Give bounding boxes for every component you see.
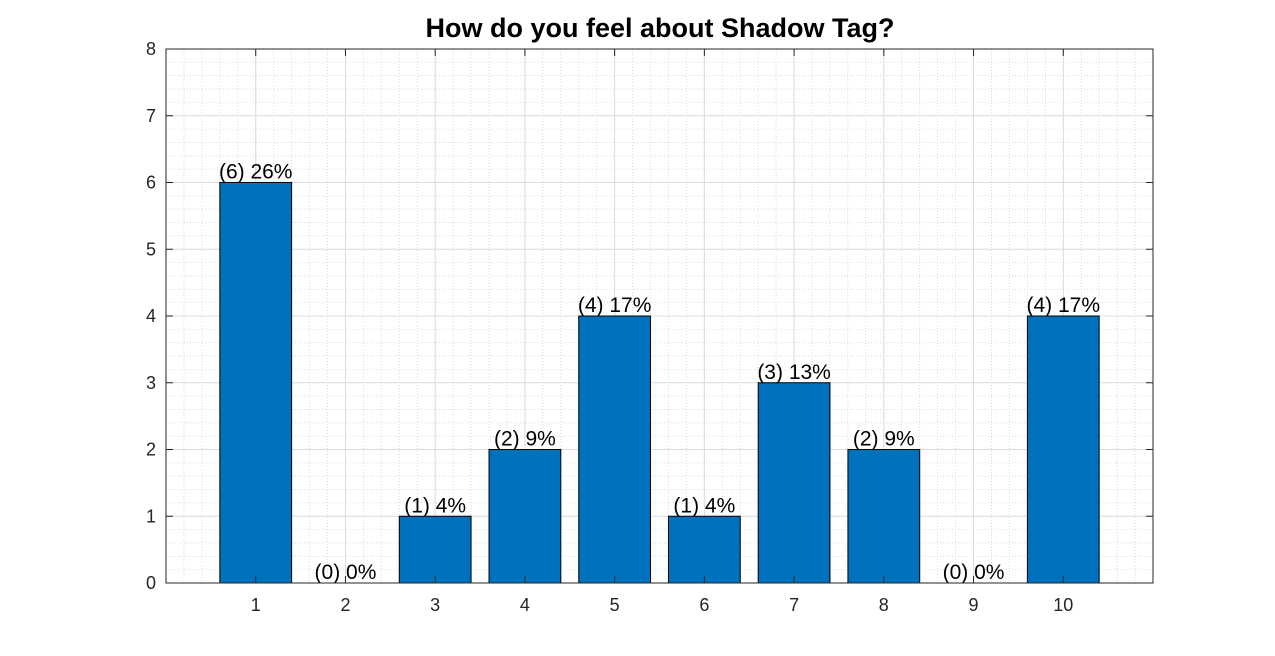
x-tick-label: 9 [969,595,979,615]
y-tick-label: 4 [146,306,156,326]
major-grid [165,48,1154,584]
bar [578,315,652,584]
y-tick-label: 3 [146,373,156,393]
x-tick-label: 7 [789,595,799,615]
y-tick-label: 7 [146,106,156,126]
chart-title: How do you feel about Shadow Tag? [426,13,895,43]
data-label: (6) 26% [219,161,293,184]
y-tick-label: 1 [146,506,156,526]
x-tick-label: 3 [430,595,440,615]
bar [219,182,293,584]
y-tick-label: 2 [146,440,156,460]
data-label: (4) 17% [1027,294,1101,317]
axis-ticks [166,48,1153,584]
x-tick-label: 2 [340,595,350,615]
y-tick-label: 5 [146,239,156,259]
data-label: (0) 0% [315,561,377,584]
data-label: (3) 13% [757,361,831,384]
data-label: (1) 4% [404,494,466,517]
data-labels: (6) 26% (0) 0% (1) 4% (2) 9% (4) 17% (1) 4% (3… [219,161,1100,585]
y-tick-label: 0 [146,573,156,593]
bar [757,382,831,584]
x-tick-label: 6 [699,595,709,615]
bar [398,515,472,584]
bar [488,449,562,584]
bar [847,449,921,584]
bar [667,515,741,584]
x-tick-labels: 1 2 3 4 5 6 7 8 9 10 [251,595,1074,615]
y-tick-label: 6 [146,173,156,193]
x-tick-label: 10 [1053,595,1073,615]
x-tick-label: 8 [879,595,889,615]
x-tick-label: 4 [520,595,530,615]
y-tick-labels: 0 1 2 3 4 5 6 7 8 [146,39,156,593]
bars [219,182,1100,584]
data-label: (1) 4% [673,494,735,517]
x-tick-label: 5 [610,595,620,615]
bar [1026,315,1100,584]
data-label: (2) 9% [853,428,915,451]
data-label: (2) 9% [494,428,556,451]
data-label: (4) 17% [578,294,652,317]
x-tick-label: 1 [251,595,261,615]
data-label: (0) 0% [943,561,1005,584]
y-tick-label: 8 [146,39,156,59]
